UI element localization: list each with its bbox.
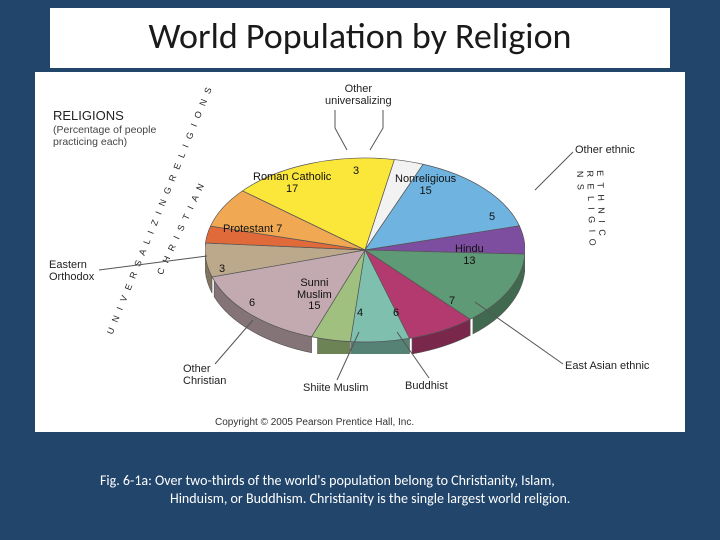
figure-caption: Fig. 6-1a: Over two-thirds of the world'…: [60, 472, 660, 507]
figure-area: RELIGIONS (Percentage of people practici…: [35, 72, 685, 432]
page-title: World Population by Religion: [50, 8, 670, 68]
slide-root: World Population by Religion RELIGIONS (…: [0, 0, 720, 540]
caption-line1: Fig. 6-1a: Over two-thirds of the world'…: [100, 472, 555, 489]
caption-line2: Hinduism, or Buddhism. Christianity is t…: [100, 490, 660, 508]
copyright-text: Copyright © 2005 Pearson Prentice Hall, …: [215, 417, 414, 428]
leader-lines: [35, 72, 685, 432]
